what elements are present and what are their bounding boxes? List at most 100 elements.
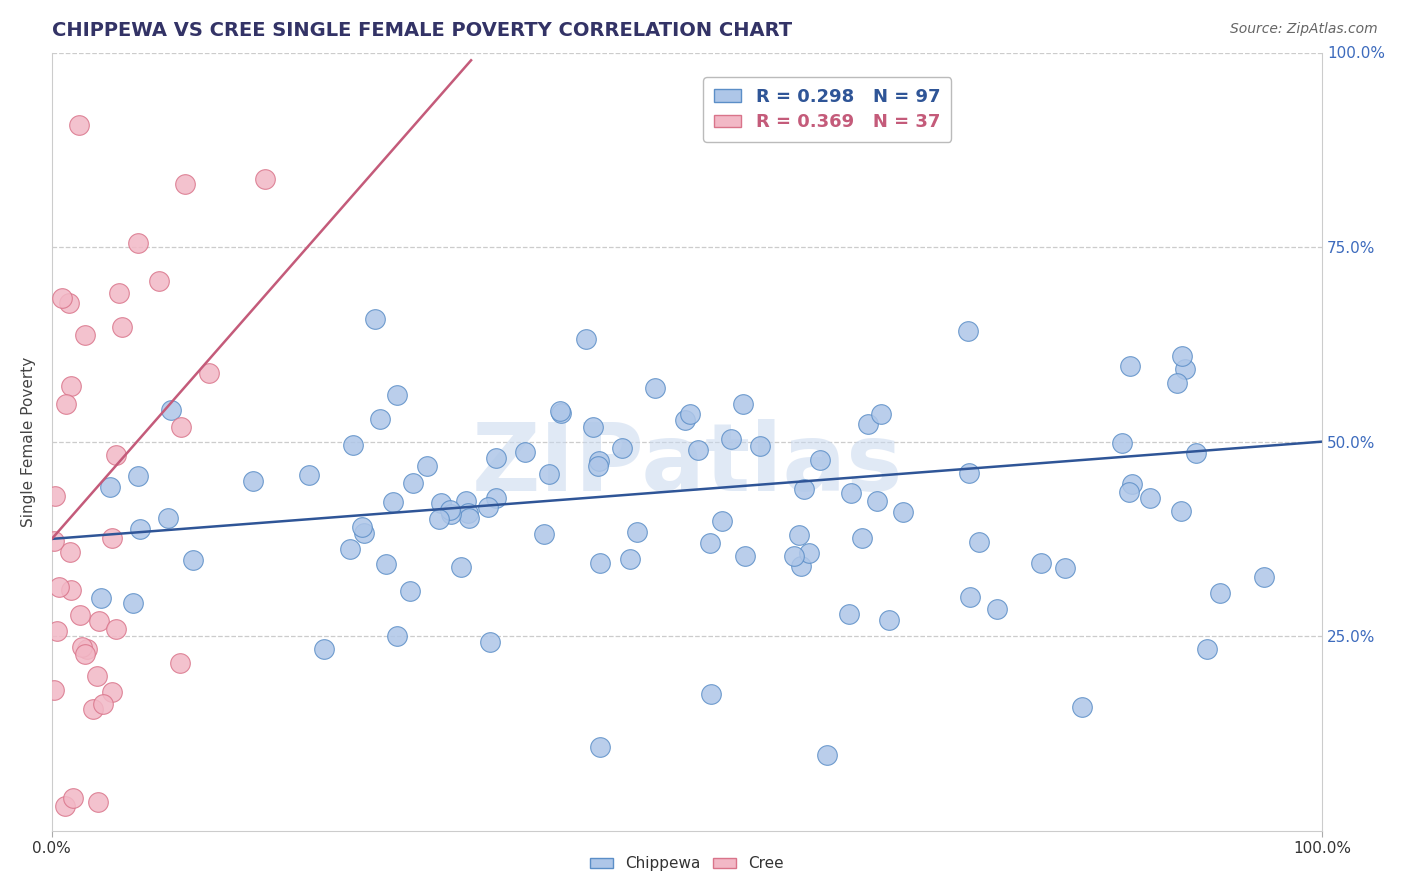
Point (581, 420, 603, 434)
Point (364, 311, 387, 326)
Point (105, 448, 128, 462)
Point (100, 685, 122, 699)
Point (108, 285, 131, 300)
Point (749, 439, 772, 453)
Point (352, 520, 374, 534)
Point (513, 444, 536, 458)
Point (710, 514, 733, 528)
Point (104, 623, 127, 637)
Point (87, 615, 110, 629)
Point (46, 624, 69, 639)
Point (575, 332, 598, 346)
Point (101, 531, 124, 545)
Text: ZIPatlas: ZIPatlas (471, 419, 903, 511)
Point (699, 536, 721, 550)
Point (55, 397, 77, 411)
Point (865, 494, 887, 508)
Point (402, 476, 425, 491)
Point (385, 629, 408, 643)
Point (797, 546, 820, 560)
Point (879, 613, 901, 627)
Point (385, 388, 408, 402)
Point (450, 560, 472, 574)
Point (783, 549, 806, 564)
Point (73, 648, 96, 662)
Point (856, 417, 879, 431)
Point (53, 799, 76, 814)
Point (174, 177, 197, 191)
Point (342, 438, 364, 452)
Point (720, 432, 742, 446)
Point (589, 556, 612, 570)
Point (339, 542, 361, 557)
Point (838, 607, 860, 621)
Legend: Chippewa, Cree: Chippewa, Cree (585, 850, 790, 878)
Point (734, 549, 756, 563)
Point (589, 739, 612, 754)
Point (129, 522, 152, 536)
Point (787, 528, 810, 542)
Point (851, 531, 873, 545)
Point (427, 512, 450, 526)
Point (44, 683, 66, 698)
Point (127, 235, 149, 250)
Point (127, 469, 149, 483)
Point (957, 466, 980, 480)
Point (550, 406, 572, 420)
Point (62, 791, 84, 805)
Point (381, 495, 404, 509)
Point (148, 273, 170, 287)
Point (644, 381, 666, 395)
Text: Source: ZipAtlas.com: Source: ZipAtlas.com (1230, 22, 1378, 37)
Point (1071, 700, 1094, 714)
Point (44, 489, 66, 503)
Point (59, 544, 82, 558)
Point (808, 452, 831, 467)
Point (1209, 586, 1232, 600)
Point (619, 551, 641, 566)
Point (956, 324, 979, 338)
Point (198, 366, 221, 380)
Point (58, 296, 80, 310)
Point (454, 493, 477, 508)
Point (73, 328, 96, 343)
Point (86, 795, 108, 809)
Text: CHIPPEWA VS CREE SINGLE FEMALE POVERTY CORRELATION CHART: CHIPPEWA VS CREE SINGLE FEMALE POVERTY C… (52, 21, 792, 40)
Point (67, 118, 90, 132)
Point (69, 608, 91, 623)
Point (242, 474, 264, 488)
Point (815, 748, 838, 763)
Point (72, 640, 94, 655)
Point (588, 454, 610, 468)
Point (586, 458, 609, 473)
Point (1119, 359, 1142, 374)
Point (537, 467, 560, 482)
Point (312, 641, 335, 656)
Point (1111, 435, 1133, 450)
Point (610, 442, 633, 456)
Point (353, 525, 375, 540)
Point (1139, 491, 1161, 506)
Point (458, 511, 481, 525)
Point (477, 500, 499, 514)
Point (1166, 376, 1188, 390)
Point (82, 702, 104, 716)
Point (44, 534, 66, 549)
Point (484, 491, 506, 505)
Point (533, 527, 555, 541)
Point (550, 404, 572, 418)
Point (254, 172, 277, 186)
Point (86, 668, 108, 682)
Point (1185, 446, 1208, 460)
Point (76, 642, 98, 657)
Point (675, 413, 697, 427)
Point (678, 407, 700, 421)
Point (1118, 485, 1140, 500)
Point (1053, 561, 1076, 575)
Point (457, 506, 479, 520)
Point (399, 583, 422, 598)
Point (891, 505, 914, 519)
Point (1195, 641, 1218, 656)
Y-axis label: Single Female Poverty: Single Female Poverty (21, 357, 35, 527)
Point (440, 507, 463, 521)
